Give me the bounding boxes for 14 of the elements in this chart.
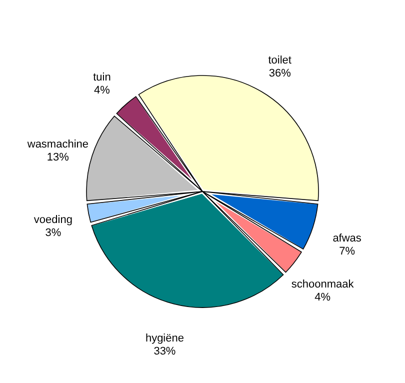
data-label: 4% bbox=[94, 84, 110, 96]
data-label: 33% bbox=[154, 346, 176, 358]
data-label: 7% bbox=[339, 245, 356, 258]
data-label: 4% bbox=[314, 292, 331, 304]
slice-label: toilet bbox=[268, 54, 292, 67]
data-label: 13% bbox=[46, 152, 70, 164]
slice-label: tuin bbox=[93, 71, 111, 84]
data-label: 3% bbox=[45, 226, 62, 239]
slice-label: hygiëne bbox=[145, 332, 184, 345]
slice-label: afwas bbox=[332, 232, 362, 244]
slice-label: schoonmaak bbox=[291, 278, 354, 291]
data-label: 36% bbox=[268, 68, 292, 80]
slice-label: voeding bbox=[34, 214, 72, 226]
slice-label: wasmachine bbox=[26, 138, 89, 151]
